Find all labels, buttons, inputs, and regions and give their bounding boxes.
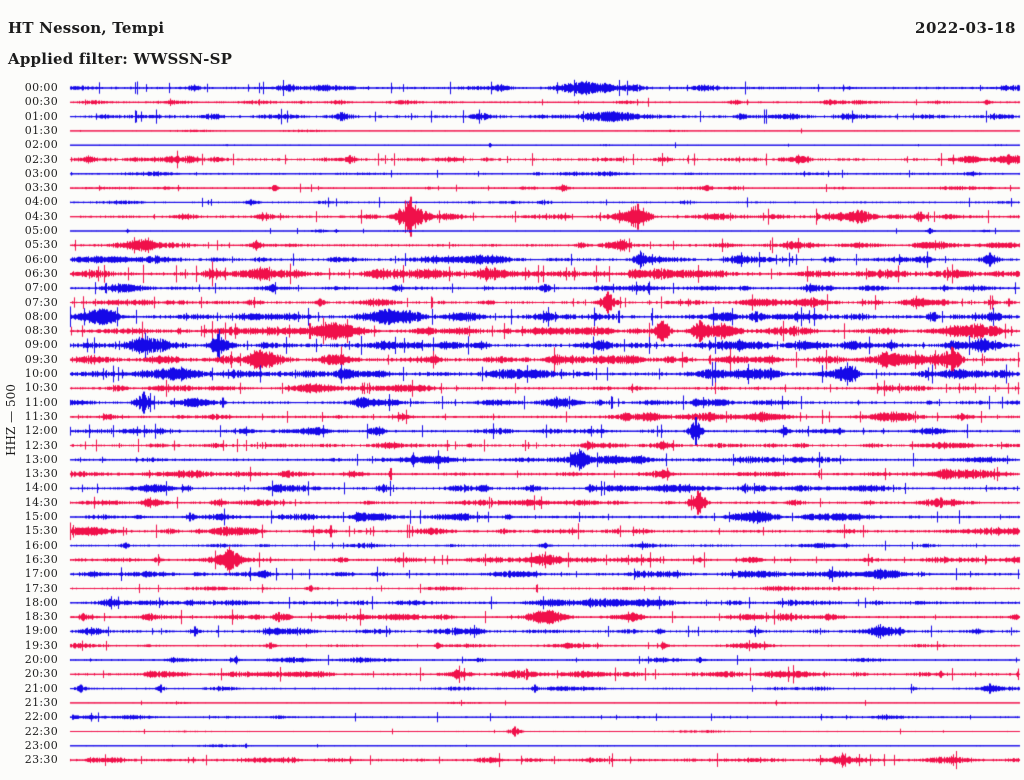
- time-label: 10:00: [24, 367, 58, 380]
- time-label: 08:30: [24, 324, 58, 338]
- time-axis: 00:00 00:30 01:00 01:30 02:00 02:30 03:00 03:30…: [0, 0, 60, 780]
- time-label: 16:30: [24, 552, 58, 566]
- time-label: 04:00: [24, 195, 58, 209]
- time-label: 07:00: [24, 281, 58, 295]
- time-label: 13:30: [24, 467, 58, 481]
- time-label: 03:00: [24, 166, 58, 180]
- time-label: 05:00: [24, 224, 58, 237]
- time-label: 01:30: [24, 123, 58, 137]
- time-label: 12:30: [24, 438, 58, 452]
- station-title: HT Nesson, Tempi: [8, 19, 165, 37]
- time-label: 23:00: [24, 738, 58, 752]
- time-label: 14:00: [24, 481, 58, 495]
- time-label: 22:00: [24, 710, 58, 724]
- time-label: 12:00: [24, 424, 58, 438]
- time-label: 13:00: [24, 452, 58, 466]
- time-label: 01:00: [24, 109, 58, 123]
- time-label: 06:30: [24, 266, 58, 280]
- applied-filter-label: Applied filter: WWSSN-SP: [8, 50, 233, 68]
- time-label: 07:30: [24, 295, 58, 309]
- time-label: 09:00: [24, 338, 58, 352]
- time-label: 15:30: [24, 524, 58, 538]
- time-label: 02:30: [24, 152, 58, 166]
- time-label: 21:30: [24, 695, 58, 709]
- time-label: 17:30: [24, 581, 58, 595]
- time-label: 05:30: [24, 238, 58, 252]
- time-label: 20:00: [24, 653, 58, 666]
- time-label: 19:00: [24, 624, 58, 638]
- time-label: 22:30: [24, 724, 58, 738]
- time-label: 18:30: [24, 610, 58, 624]
- time-label: 03:30: [24, 181, 58, 195]
- time-label: 20:30: [24, 667, 58, 681]
- time-label: 11:00: [24, 395, 58, 409]
- time-label: 14:30: [24, 495, 58, 509]
- time-label: 17:00: [24, 567, 58, 581]
- time-label: 16:00: [24, 538, 58, 552]
- time-label: 08:00: [24, 309, 58, 323]
- time-label: 00:00: [24, 81, 58, 94]
- date-label: 2022-03-18: [915, 19, 1016, 37]
- time-label: 04:30: [24, 209, 58, 223]
- time-label: 00:30: [24, 95, 58, 109]
- time-label: 19:30: [24, 638, 58, 652]
- time-label: 02:00: [24, 138, 58, 152]
- time-label: 18:00: [24, 595, 58, 609]
- time-label: 23:30: [24, 753, 58, 767]
- time-label: 21:00: [24, 681, 58, 695]
- time-label: 15:00: [24, 510, 58, 523]
- time-label: 09:30: [24, 352, 58, 366]
- time-label: 11:30: [24, 409, 58, 423]
- time-label: 10:30: [24, 381, 58, 395]
- time-label: 06:00: [24, 252, 58, 266]
